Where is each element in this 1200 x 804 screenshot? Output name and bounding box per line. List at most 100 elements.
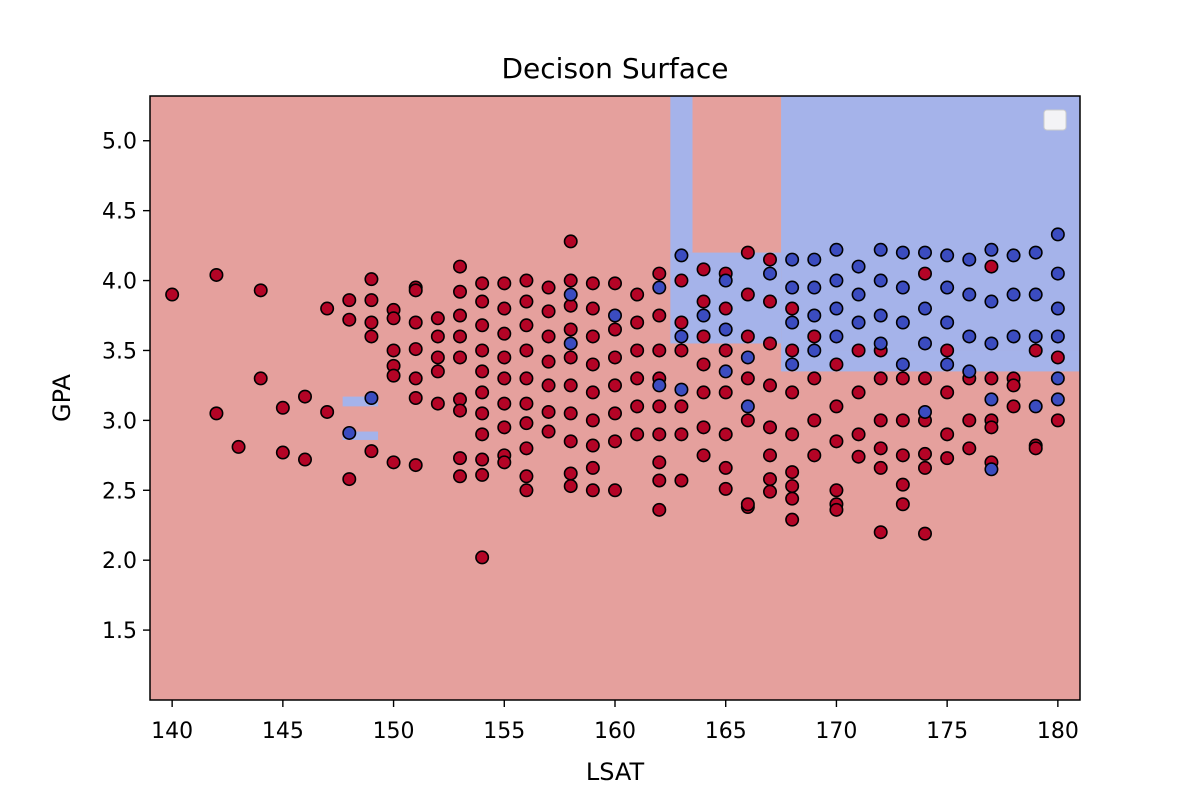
y-axis-ticks: 1.5 2.0 2.5 3.0 3.5 4.0 4.5 5.0 [102, 130, 150, 644]
data-point-negative [585, 357, 600, 372]
y-tick-label: 4.0 [102, 270, 137, 295]
data-point-negative [275, 400, 290, 415]
data-point-positive [873, 336, 888, 351]
data-point-positive [917, 301, 932, 316]
data-point-negative [607, 406, 622, 421]
data-point-negative [785, 427, 800, 442]
data-point-negative [785, 465, 800, 480]
data-point-negative [895, 497, 910, 512]
data-point-negative [475, 550, 490, 565]
data-point-negative [740, 497, 755, 512]
data-point-negative [696, 448, 711, 463]
data-point-negative [430, 329, 445, 344]
data-point-negative [984, 371, 999, 386]
data-point-negative [785, 385, 800, 400]
data-point-negative [696, 294, 711, 309]
data-point-positive [940, 280, 955, 295]
data-point-negative [342, 293, 357, 308]
data-point-negative [475, 294, 490, 309]
data-point-negative [519, 396, 534, 411]
y-tick-label: 1.5 [102, 619, 137, 644]
data-point-positive [785, 315, 800, 330]
data-point-negative [253, 283, 268, 298]
data-point-positive [940, 248, 955, 263]
data-point-negative [209, 406, 224, 421]
data-point-negative [430, 396, 445, 411]
data-point-negative [430, 311, 445, 326]
data-point-negative [674, 273, 689, 288]
data-point-negative [762, 252, 777, 267]
y-tick-label: 2.0 [102, 549, 137, 574]
data-point-positive [807, 252, 822, 267]
data-point-negative [408, 283, 423, 298]
data-point-negative [563, 378, 578, 393]
data-point-negative [984, 259, 999, 274]
data-point-negative [519, 343, 534, 358]
data-point-negative [475, 427, 490, 442]
data-point-negative [497, 301, 512, 316]
data-point-negative [829, 434, 844, 449]
data-point-negative [652, 343, 667, 358]
data-point-negative [497, 371, 512, 386]
data-point-positive [1028, 399, 1043, 414]
data-point-negative [607, 350, 622, 365]
data-point-negative [541, 354, 556, 369]
data-point-negative [497, 276, 512, 291]
data-point-negative [718, 343, 733, 358]
data-point-negative [430, 350, 445, 365]
data-point-negative [607, 378, 622, 393]
data-point-negative [364, 293, 379, 308]
data-point-positive [607, 308, 622, 323]
y-tick-label: 2.5 [102, 479, 137, 504]
y-tick-label: 3.5 [102, 339, 137, 364]
data-point-negative [984, 420, 999, 435]
data-point-negative [585, 329, 600, 344]
data-point-positive [873, 273, 888, 288]
data-point-positive [652, 280, 667, 295]
data-point-positive [962, 287, 977, 302]
data-point-negative [563, 434, 578, 449]
data-point-negative [940, 451, 955, 466]
data-point-negative [851, 427, 866, 442]
data-point-negative [696, 385, 711, 400]
data-point-negative [917, 266, 932, 281]
data-point-negative [1050, 413, 1065, 428]
y-tick-label: 5.0 [102, 130, 137, 155]
data-point-negative [873, 460, 888, 475]
data-point-positive [917, 404, 932, 419]
data-point-positive [1028, 245, 1043, 260]
data-point-negative [541, 329, 556, 344]
data-point-positive [807, 280, 822, 295]
data-point-negative [386, 311, 401, 326]
data-point-negative [519, 416, 534, 431]
data-point-negative [519, 469, 534, 484]
data-point-negative [519, 483, 534, 498]
data-points [165, 227, 1065, 565]
x-tick-label: 140 [151, 719, 193, 744]
data-point-positive [718, 273, 733, 288]
data-point-negative [607, 434, 622, 449]
data-point-positive [1006, 287, 1021, 302]
data-point-positive [829, 242, 844, 257]
decision-region-positive [342, 396, 379, 407]
data-point-positive [984, 242, 999, 257]
data-point-negative [585, 438, 600, 453]
data-point-negative [718, 481, 733, 496]
legend-box [1043, 109, 1067, 131]
data-point-negative [895, 477, 910, 492]
data-point-negative [519, 273, 534, 288]
data-point-negative [652, 308, 667, 323]
data-point-negative [563, 322, 578, 337]
data-point-negative [408, 315, 423, 330]
x-tick-label: 165 [705, 719, 747, 744]
data-point-negative [740, 245, 755, 260]
data-point-negative [740, 287, 755, 302]
data-point-positive [785, 280, 800, 295]
y-axis-label: GPA [48, 373, 76, 422]
data-point-positive [917, 245, 932, 260]
data-point-negative [452, 451, 467, 466]
data-point-negative [585, 413, 600, 428]
data-point-negative [607, 276, 622, 291]
